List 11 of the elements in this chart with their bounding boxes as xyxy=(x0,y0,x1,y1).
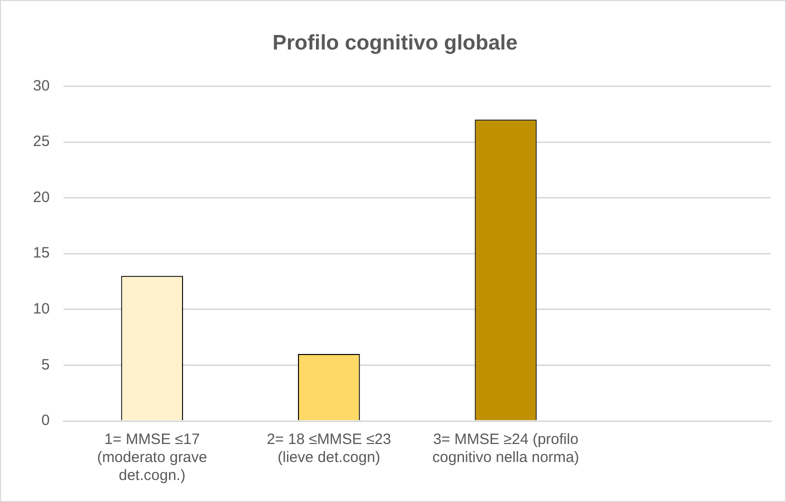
y-tick-label: 5 xyxy=(41,356,50,374)
y-tick-label: 30 xyxy=(32,77,50,94)
x-tick-label: 3= MMSE ≥24 (profilo cognitivo nella norma) xyxy=(432,431,580,466)
y-tick-label: 20 xyxy=(32,188,50,206)
y-tick-label: 15 xyxy=(32,244,50,262)
y-tick-label: 10 xyxy=(32,300,50,318)
x-tick-label: 2= 18 ≤MMSE ≤23 (lieve det.cogn) xyxy=(266,431,392,466)
chart-title: Profilo cognitivo globale xyxy=(272,31,518,54)
y-tick-label: 0 xyxy=(41,412,50,430)
y-tick-label: 25 xyxy=(32,133,50,150)
x-tick-label: 1= MMSE ≤17 (moderato grave det.cogn.) xyxy=(97,431,208,484)
